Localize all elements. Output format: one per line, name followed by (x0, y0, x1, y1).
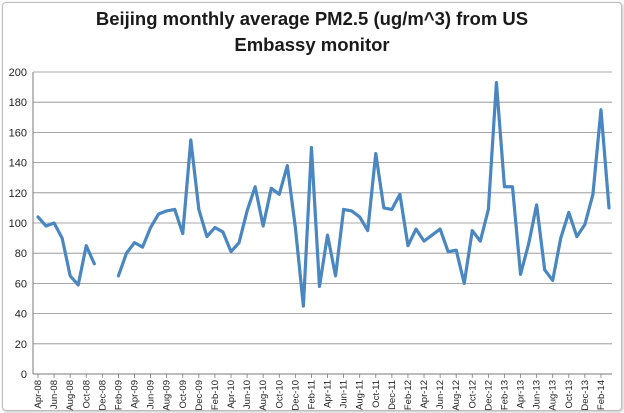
x-tick-label: Apr-11 (323, 380, 334, 408)
x-tick-label: Feb-09 (113, 380, 124, 410)
x-tick-label: Apr-08 (33, 380, 44, 409)
x-tick-label: Apr-09 (130, 380, 141, 409)
y-tick-label: 0 (21, 369, 27, 381)
x-tick-label: Apr-13 (516, 380, 527, 409)
y-tick-label: 80 (15, 248, 27, 260)
x-tick-label: Jun-08 (49, 380, 60, 409)
x-tick-label: Oct-13 (564, 380, 575, 409)
y-tick-label: 60 (15, 278, 27, 290)
x-tick-label: Oct-10 (274, 380, 285, 409)
x-tick-label: Apr-12 (419, 380, 430, 409)
x-tick-label: Jun-10 (242, 380, 253, 409)
x-tick-label: Aug-10 (258, 380, 269, 411)
x-tick-label: Oct-09 (178, 380, 189, 409)
x-tick-label: Feb-13 (499, 380, 510, 410)
x-tick-label: Jun-13 (532, 380, 543, 409)
x-tick-label: Feb-11 (306, 380, 317, 409)
x-tick-label: Jun-11 (339, 380, 350, 408)
y-tick-label: 20 (15, 339, 27, 351)
chart-title-line-2: Embassy monitor (234, 34, 390, 55)
series-line (116, 80, 611, 308)
x-tick-label: Oct-12 (467, 380, 478, 409)
x-tick-label: Aug-11 (355, 380, 366, 410)
x-tick-label: Aug-13 (548, 380, 559, 411)
x-tick-label: Aug-09 (162, 380, 173, 411)
x-tick-label: Oct-08 (81, 380, 92, 409)
chart-title-line-1: Beijing monthly average PM2.5 (ug/m^3) f… (95, 8, 529, 29)
x-tick-label: Feb-14 (596, 380, 607, 410)
y-tick-label: 180 (9, 97, 27, 109)
x-tick-label: Dec-09 (194, 380, 205, 411)
series-line (36, 215, 96, 287)
x-tick-label: Aug-08 (65, 380, 76, 411)
y-tick-label: 200 (9, 67, 27, 79)
x-tick-label: Dec-10 (290, 380, 301, 411)
x-tick-label: Jun-09 (146, 380, 157, 409)
x-tick-label: Aug-12 (451, 380, 462, 411)
x-tick-label: Feb-10 (210, 380, 221, 410)
y-tick-label: 140 (9, 158, 27, 170)
x-tick-label: Dec-11 (387, 380, 398, 410)
x-tick-label: Jun-12 (435, 380, 446, 409)
y-tick-label: 40 (15, 309, 27, 321)
x-tick-label: Oct-11 (371, 380, 382, 408)
x-tick-label: Dec-12 (483, 380, 494, 411)
chart-title: Beijing monthly average PM2.5 (ug/m^3) f… (0, 6, 624, 58)
y-tick-label: 100 (9, 218, 27, 230)
y-tick-label: 160 (9, 127, 27, 139)
y-tick-label: 120 (9, 188, 27, 200)
x-tick-label: Feb-12 (403, 380, 414, 410)
x-tick-label: Dec-08 (97, 380, 108, 411)
x-tick-label: Apr-10 (226, 380, 237, 409)
x-tick-label: Dec-13 (580, 380, 591, 411)
